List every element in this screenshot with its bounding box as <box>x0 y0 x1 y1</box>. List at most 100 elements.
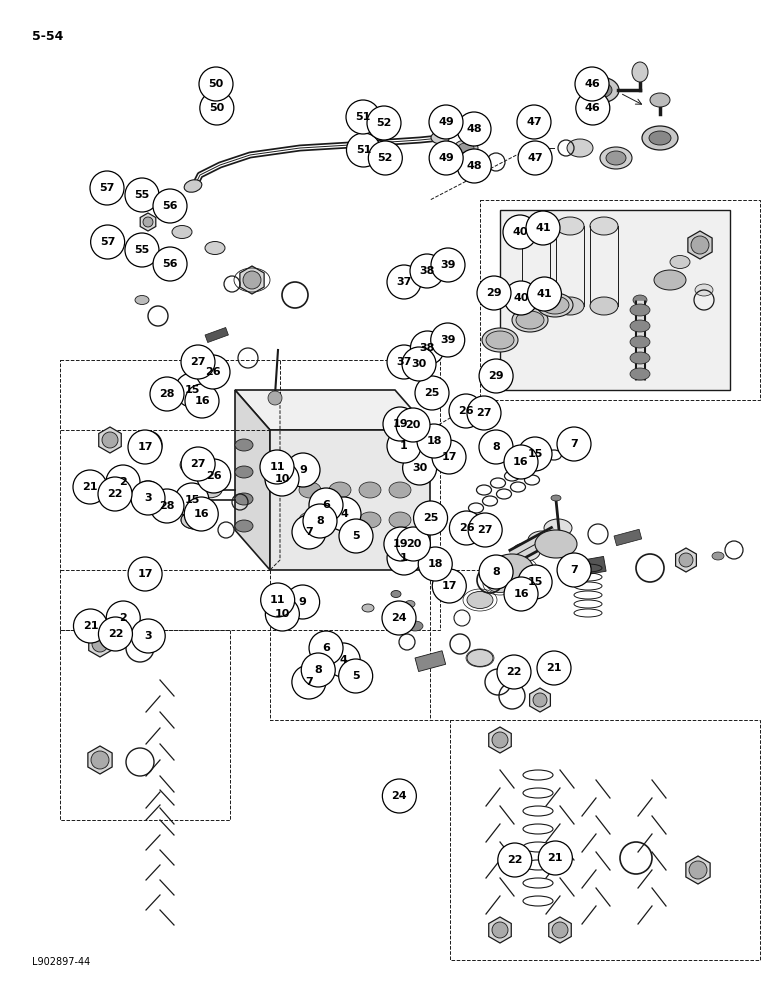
Ellipse shape <box>556 297 584 315</box>
Ellipse shape <box>391 590 401 597</box>
Text: 20: 20 <box>406 420 420 430</box>
Circle shape <box>73 470 107 504</box>
Bar <box>205 327 229 343</box>
Circle shape <box>537 651 571 685</box>
Ellipse shape <box>389 482 411 498</box>
Circle shape <box>175 483 209 517</box>
Polygon shape <box>489 727 511 753</box>
Ellipse shape <box>670 255 690 268</box>
Circle shape <box>432 440 466 474</box>
Circle shape <box>286 453 320 487</box>
Text: 50: 50 <box>208 79 224 89</box>
Text: 18: 18 <box>426 436 441 446</box>
Text: 17: 17 <box>137 569 153 579</box>
Ellipse shape <box>522 217 550 235</box>
Text: 2: 2 <box>119 477 127 487</box>
Circle shape <box>429 141 463 175</box>
Text: 16: 16 <box>513 457 529 467</box>
Ellipse shape <box>359 512 381 528</box>
Text: 48: 48 <box>466 161 482 171</box>
Circle shape <box>303 504 337 538</box>
Circle shape <box>498 843 532 877</box>
Circle shape <box>402 451 437 485</box>
Circle shape <box>457 112 491 146</box>
Text: 29: 29 <box>488 371 504 381</box>
Circle shape <box>517 105 551 139</box>
Circle shape <box>396 408 430 442</box>
Text: 15: 15 <box>527 577 543 587</box>
Circle shape <box>98 617 133 651</box>
Circle shape <box>503 215 537 249</box>
Polygon shape <box>270 430 430 570</box>
Ellipse shape <box>431 132 449 144</box>
Circle shape <box>367 106 401 140</box>
Ellipse shape <box>632 62 648 82</box>
Text: 21: 21 <box>82 482 98 492</box>
Text: 15: 15 <box>184 385 200 395</box>
Ellipse shape <box>630 320 650 332</box>
Ellipse shape <box>650 93 670 107</box>
Ellipse shape <box>606 151 626 165</box>
Circle shape <box>339 519 373 553</box>
Text: 3: 3 <box>144 493 152 503</box>
Polygon shape <box>89 631 112 657</box>
Circle shape <box>200 91 234 125</box>
Ellipse shape <box>299 512 321 528</box>
Circle shape <box>327 497 361 531</box>
Text: 48: 48 <box>466 124 482 134</box>
Polygon shape <box>489 917 511 943</box>
Circle shape <box>128 557 162 591</box>
Circle shape <box>196 355 230 389</box>
Circle shape <box>557 427 591 461</box>
Ellipse shape <box>544 519 572 537</box>
Circle shape <box>131 619 165 653</box>
Text: 10: 10 <box>275 474 289 484</box>
Text: 56: 56 <box>162 259 178 269</box>
Circle shape <box>533 693 547 707</box>
Ellipse shape <box>528 531 556 549</box>
Circle shape <box>477 276 511 310</box>
Circle shape <box>143 217 153 227</box>
Circle shape <box>150 377 184 411</box>
Ellipse shape <box>633 295 647 305</box>
Ellipse shape <box>630 304 650 316</box>
Circle shape <box>492 732 508 748</box>
Text: 30: 30 <box>412 463 427 473</box>
Text: 52: 52 <box>376 118 392 128</box>
Circle shape <box>285 585 320 619</box>
Circle shape <box>73 609 108 643</box>
Text: 30: 30 <box>411 359 427 369</box>
Text: 2: 2 <box>119 613 127 623</box>
Circle shape <box>432 569 466 603</box>
Text: 4: 4 <box>340 509 348 519</box>
Ellipse shape <box>630 336 650 348</box>
Circle shape <box>339 659 373 693</box>
Polygon shape <box>686 856 710 884</box>
Ellipse shape <box>630 352 650 364</box>
Text: 17: 17 <box>441 452 457 462</box>
Text: 55: 55 <box>134 245 150 255</box>
Text: 7: 7 <box>305 677 313 687</box>
Ellipse shape <box>600 147 632 169</box>
Text: 47: 47 <box>527 153 543 163</box>
Text: 51: 51 <box>356 145 371 155</box>
Text: 20: 20 <box>406 539 421 549</box>
Text: 9: 9 <box>299 465 307 475</box>
Text: 38: 38 <box>420 343 435 353</box>
Ellipse shape <box>491 554 533 582</box>
Text: 18: 18 <box>427 559 443 569</box>
Ellipse shape <box>198 482 222 498</box>
Text: 39: 39 <box>440 260 456 270</box>
Text: 21: 21 <box>548 853 563 863</box>
Text: 26: 26 <box>205 367 221 377</box>
Text: 1: 1 <box>400 553 408 563</box>
Ellipse shape <box>405 600 415 607</box>
Text: 41: 41 <box>537 289 552 299</box>
Polygon shape <box>530 688 551 712</box>
Ellipse shape <box>329 482 351 498</box>
Circle shape <box>261 583 295 617</box>
Circle shape <box>153 247 187 281</box>
Ellipse shape <box>590 297 618 315</box>
Ellipse shape <box>235 439 253 451</box>
Circle shape <box>265 462 299 496</box>
